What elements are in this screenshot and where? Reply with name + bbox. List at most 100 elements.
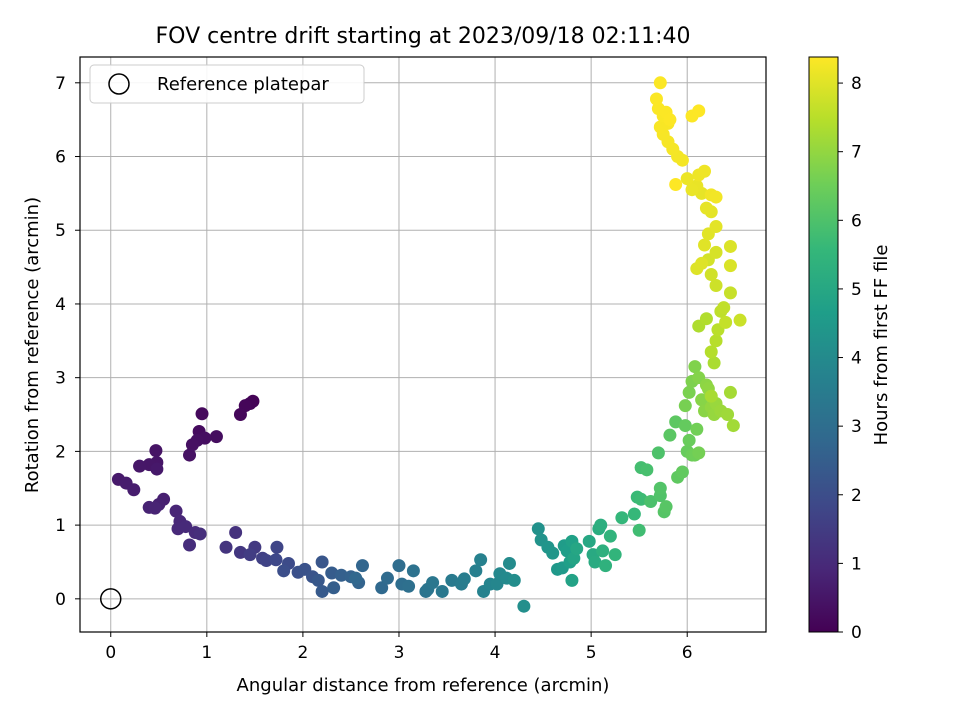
data-point bbox=[723, 385, 737, 399]
y-tick-label: 0 bbox=[55, 590, 66, 610]
y-tick-label: 5 bbox=[55, 221, 66, 241]
data-point bbox=[632, 523, 646, 537]
grid bbox=[80, 57, 766, 632]
data-point bbox=[663, 428, 677, 442]
data-point bbox=[698, 164, 712, 178]
data-point bbox=[193, 527, 207, 541]
data-point bbox=[704, 389, 718, 403]
colorbar-tick-label: 1 bbox=[851, 554, 862, 574]
legend-box bbox=[89, 64, 365, 104]
data-point bbox=[663, 113, 677, 127]
legend-label-reference: Reference platepar bbox=[157, 74, 329, 95]
data-point bbox=[709, 245, 723, 259]
data-point bbox=[594, 518, 608, 532]
x-tick-label: 1 bbox=[201, 643, 212, 663]
data-point bbox=[608, 548, 622, 562]
data-point bbox=[426, 576, 440, 590]
data-point bbox=[259, 553, 273, 567]
data-point bbox=[678, 399, 692, 413]
y-tick-label: 7 bbox=[55, 74, 66, 94]
x-axis-label: Angular distance from reference (arcmin) bbox=[237, 675, 610, 696]
data-point bbox=[457, 572, 471, 586]
data-point bbox=[183, 448, 197, 462]
data-point bbox=[315, 584, 329, 598]
colorbar-ticks: 0 1 2 3 4 5 6 7 8 bbox=[838, 74, 862, 643]
data-point bbox=[229, 525, 243, 539]
data-point bbox=[315, 555, 329, 569]
data-point bbox=[209, 430, 223, 444]
data-point bbox=[502, 556, 516, 570]
data-point bbox=[649, 92, 663, 106]
data-point bbox=[588, 555, 602, 569]
colorbar-tick-label: 8 bbox=[851, 74, 862, 94]
data-point bbox=[704, 345, 718, 359]
data-point bbox=[150, 462, 164, 476]
data-point bbox=[375, 581, 389, 595]
data-point bbox=[546, 546, 560, 560]
data-point bbox=[709, 279, 723, 293]
data-point bbox=[669, 178, 683, 192]
legend-marker-reference bbox=[108, 73, 130, 95]
data-point bbox=[127, 483, 141, 497]
data-point bbox=[678, 419, 692, 433]
data-point bbox=[726, 419, 740, 433]
data-point bbox=[531, 522, 545, 536]
data-point bbox=[603, 529, 617, 543]
data-point bbox=[380, 571, 394, 585]
data-point bbox=[355, 559, 369, 573]
data-point bbox=[675, 465, 689, 479]
data-point bbox=[269, 553, 283, 567]
data-point bbox=[688, 360, 702, 374]
data-point bbox=[717, 301, 731, 315]
data-point bbox=[680, 172, 694, 186]
data-point bbox=[517, 599, 531, 613]
x-tick-label: 2 bbox=[297, 643, 308, 663]
data-point bbox=[692, 446, 706, 460]
x-tick-label: 0 bbox=[105, 643, 116, 663]
x-tick-label: 5 bbox=[586, 643, 597, 663]
plot-frame bbox=[79, 56, 767, 633]
legend: Reference platepar bbox=[89, 64, 365, 104]
data-point bbox=[349, 571, 363, 585]
data-point bbox=[699, 312, 713, 326]
data-point bbox=[723, 239, 737, 253]
data-point bbox=[149, 444, 163, 458]
data-point bbox=[733, 313, 747, 327]
data-point bbox=[406, 564, 420, 578]
x-tick-label: 6 bbox=[682, 643, 693, 663]
data-point bbox=[692, 104, 706, 118]
data-point bbox=[682, 433, 696, 447]
data-point bbox=[334, 568, 348, 582]
data-point bbox=[183, 538, 197, 552]
data-point bbox=[233, 408, 247, 422]
y-tick-label: 1 bbox=[55, 516, 66, 536]
data-point bbox=[682, 385, 696, 399]
x-axis-ticks: 0 1 2 3 4 5 6 bbox=[105, 632, 693, 663]
colorbar-tick-label: 5 bbox=[851, 280, 862, 300]
y-tick-label: 3 bbox=[55, 369, 66, 389]
data-point bbox=[392, 559, 406, 573]
data-point bbox=[327, 581, 341, 595]
data-point bbox=[707, 356, 721, 370]
data-point bbox=[179, 520, 193, 534]
data-point bbox=[599, 559, 613, 573]
data-point bbox=[615, 511, 629, 525]
data-point bbox=[596, 544, 610, 558]
colorbar-tick-label: 2 bbox=[851, 486, 862, 506]
data-point bbox=[698, 238, 712, 252]
data-point bbox=[659, 500, 673, 514]
data-point bbox=[243, 548, 257, 562]
data-point bbox=[719, 315, 733, 329]
data-point bbox=[704, 267, 718, 281]
data-point bbox=[690, 422, 704, 436]
reference-platepar-point bbox=[99, 588, 122, 610]
data-point bbox=[565, 573, 579, 587]
data-point bbox=[640, 463, 654, 477]
x-tick-label: 4 bbox=[490, 643, 501, 663]
x-tick-label: 3 bbox=[394, 643, 405, 663]
y-tick-label: 4 bbox=[55, 295, 66, 315]
data-point bbox=[723, 259, 737, 273]
data-point bbox=[169, 504, 183, 518]
data-point bbox=[277, 564, 291, 578]
